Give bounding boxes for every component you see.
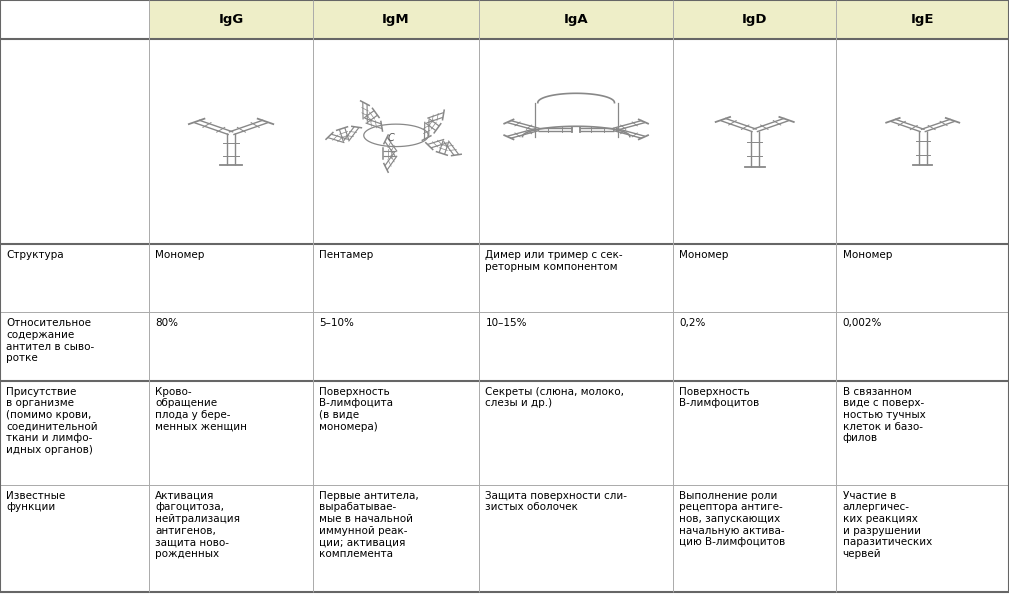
Text: Крово-
обращение
плода у бере-
менных женщин: Крово- обращение плода у бере- менных же… [155, 387, 247, 431]
Text: В связанном
виде с поверх-
ностью тучных
клеток и базо-
филов: В связанном виде с поверх- ностью тучных… [843, 387, 925, 443]
Text: IgD: IgD [742, 13, 768, 26]
Text: Мономер: Мономер [843, 250, 892, 260]
Text: Присутствие
в организме
(помимо крови,
соединительной
ткани и лимфо-
идных орган: Присутствие в организме (помимо крови, с… [6, 387, 98, 455]
Polygon shape [836, 0, 1009, 39]
Polygon shape [479, 0, 673, 39]
Text: Мономер: Мономер [155, 250, 205, 260]
Text: IgM: IgM [382, 13, 410, 26]
Polygon shape [0, 39, 1009, 244]
Text: Известные
функции: Известные функции [6, 491, 66, 512]
Text: IgG: IgG [218, 13, 244, 26]
Text: 80%: 80% [155, 318, 179, 328]
Polygon shape [0, 485, 1009, 592]
Text: Выполнение роли
рецептора антиге-
нов, запускающих
начальную актива-
цию В-лимфо: Выполнение роли рецептора антиге- нов, з… [679, 491, 785, 547]
Polygon shape [673, 0, 836, 39]
Text: 0,2%: 0,2% [679, 318, 705, 328]
Text: 0,002%: 0,002% [843, 318, 882, 328]
Polygon shape [0, 381, 1009, 485]
Text: Поверхность
В-лимфоцитов: Поверхность В-лимфоцитов [679, 387, 760, 408]
Text: Мономер: Мономер [679, 250, 728, 260]
Text: Димер или тример с сек-
реторным компонентом: Димер или тример с сек- реторным компоне… [485, 250, 623, 271]
Text: IgA: IgA [564, 13, 588, 26]
Text: Участие в
аллергичес-
ких реакциях
и разрушении
паразитических
червей: Участие в аллергичес- ких реакциях и раз… [843, 491, 931, 559]
Text: 10–15%: 10–15% [485, 318, 527, 328]
Text: Секреты (слюна, молоко,
слезы и др.): Секреты (слюна, молоко, слезы и др.) [485, 387, 625, 408]
Polygon shape [0, 312, 1009, 381]
Text: Относительное
содержание
антител в сыво-
ротке: Относительное содержание антител в сыво-… [6, 318, 94, 363]
Text: Структура: Структура [6, 250, 64, 260]
Polygon shape [313, 0, 479, 39]
Text: Защита поверхности сли-
зистых оболочек: Защита поверхности сли- зистых оболочек [485, 491, 628, 512]
Text: 5–10%: 5–10% [319, 318, 354, 328]
Text: Активация
фагоцитоза,
нейтрализация
антигенов,
защита ново-
рожденных: Активация фагоцитоза, нейтрализация анти… [155, 491, 240, 559]
Text: Первые антитела,
вырабатывае-
мые в начальной
иммунной реак-
ции; активация
комп: Первые антитела, вырабатывае- мые в нача… [319, 491, 419, 559]
Text: IgE: IgE [911, 13, 934, 26]
Text: C: C [387, 133, 395, 143]
Polygon shape [149, 0, 313, 39]
Text: Поверхность
В-лимфоцита
(в виде
мономера): Поверхность В-лимфоцита (в виде мономера… [319, 387, 393, 431]
Polygon shape [0, 244, 1009, 312]
Text: Пентамер: Пентамер [319, 250, 373, 260]
